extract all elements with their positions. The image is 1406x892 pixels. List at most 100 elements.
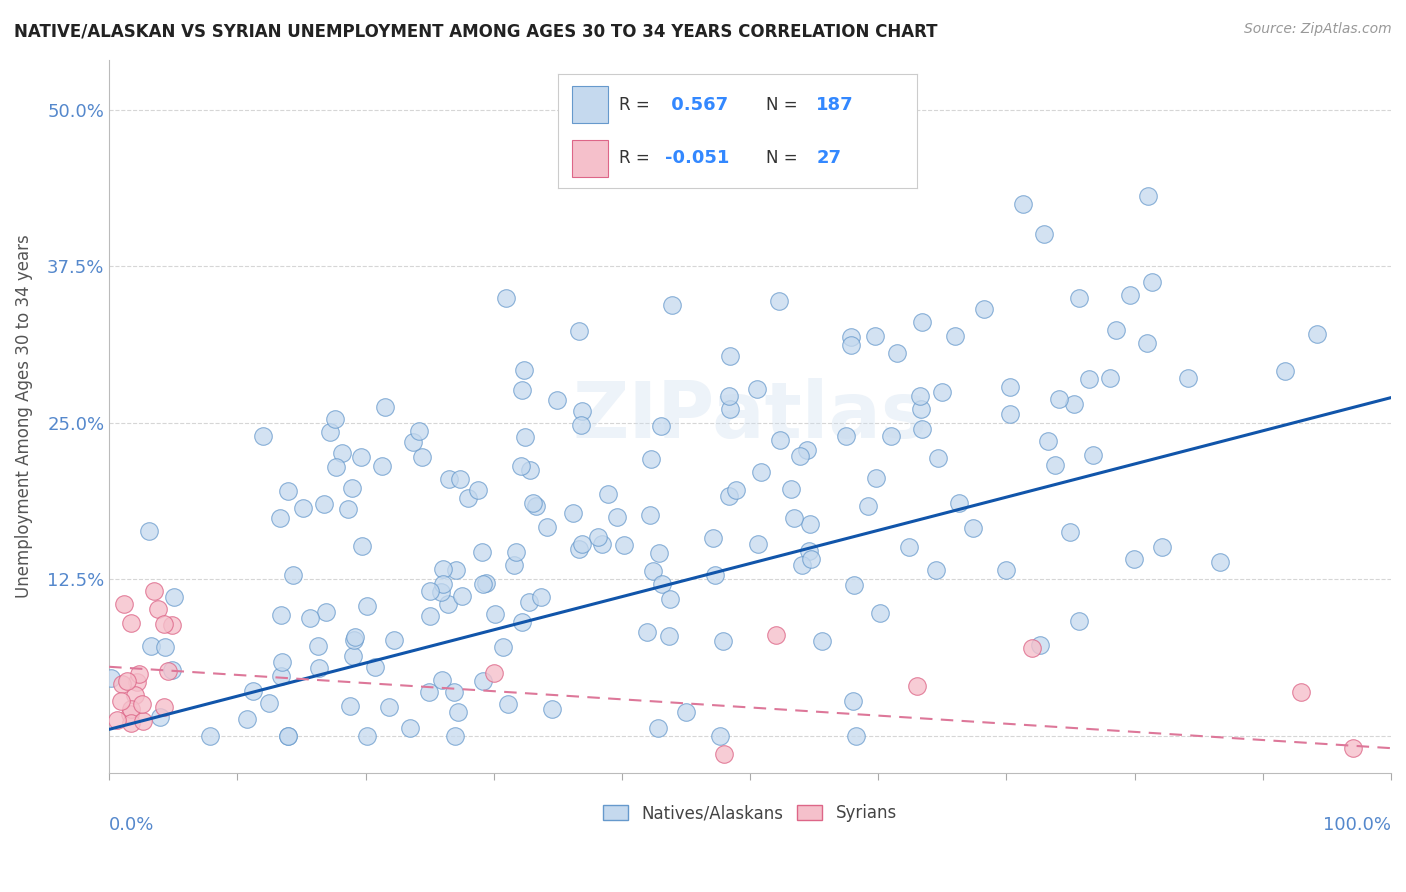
Point (495, 292, 517, 306)
Legend: Natives/Alaskans, Syrians: Natives/Alaskans, Syrians (596, 797, 903, 829)
Text: 0.0%: 0.0% (110, 816, 155, 834)
Point (1136, 335, 1159, 350)
Point (1081, 448, 1104, 462)
Point (325, 412, 347, 426)
Point (643, 565, 665, 579)
Point (647, 722, 669, 736)
Point (120, 706, 142, 721)
Point (153, 617, 176, 632)
Point (1045, 458, 1067, 473)
Point (277, 729, 299, 743)
Point (571, 404, 593, 418)
Point (382, 633, 405, 648)
Point (717, 388, 740, 402)
Point (160, 618, 183, 632)
Point (659, 592, 682, 607)
Point (408, 424, 430, 438)
Point (651, 576, 673, 591)
Point (330, 445, 353, 459)
Point (277, 729, 299, 743)
Point (356, 599, 378, 613)
Point (800, 552, 823, 566)
Point (927, 451, 949, 466)
Point (1306, 327, 1329, 342)
Point (1078, 372, 1101, 386)
Point (110, 693, 132, 707)
Point (886, 346, 908, 360)
Point (342, 648, 364, 663)
Point (1067, 291, 1090, 305)
Point (749, 466, 772, 480)
Point (718, 349, 741, 363)
Point (105, 713, 128, 727)
Point (337, 502, 360, 516)
Point (661, 298, 683, 312)
Point (911, 422, 934, 436)
Point (797, 544, 820, 558)
Point (709, 729, 731, 743)
Point (541, 702, 564, 716)
Point (1021, 640, 1043, 655)
Point (492, 640, 515, 654)
Point (769, 434, 792, 448)
Point (713, 747, 735, 762)
Point (638, 508, 661, 522)
Point (124, 688, 146, 702)
Point (1047, 392, 1070, 407)
Point (536, 520, 558, 534)
Point (111, 677, 134, 691)
Point (364, 660, 387, 674)
Point (768, 293, 790, 308)
Point (1067, 614, 1090, 628)
Point (318, 425, 340, 440)
Point (717, 489, 740, 503)
Point (734, 94, 756, 108)
Point (437, 597, 460, 611)
Point (512, 615, 534, 629)
Point (344, 630, 367, 644)
Point (606, 510, 628, 524)
Point (530, 591, 553, 605)
Point (675, 705, 697, 719)
Point (1208, 555, 1230, 569)
Point (842, 694, 865, 708)
Point (451, 590, 474, 604)
Point (613, 538, 636, 552)
Point (880, 428, 903, 442)
Point (418, 685, 440, 699)
Point (128, 667, 150, 681)
Point (242, 684, 264, 698)
Point (370, 459, 392, 474)
Point (312, 497, 335, 511)
Point (1038, 434, 1060, 448)
Point (299, 610, 322, 624)
Point (402, 434, 425, 449)
Point (869, 606, 891, 620)
Point (160, 663, 183, 677)
Point (747, 536, 769, 550)
Point (931, 384, 953, 399)
Point (471, 545, 494, 559)
Point (569, 418, 592, 433)
Point (498, 697, 520, 711)
Point (432, 576, 454, 591)
Point (1341, 741, 1364, 756)
Point (399, 722, 422, 736)
Point (100, 671, 122, 685)
Point (429, 585, 451, 599)
Point (131, 697, 153, 711)
Text: Source: ZipAtlas.com: Source: ZipAtlas.com (1244, 22, 1392, 37)
Point (1000, 379, 1022, 393)
Point (765, 628, 787, 642)
Point (277, 484, 299, 499)
Point (1136, 189, 1159, 203)
Point (924, 563, 946, 577)
Point (127, 675, 149, 690)
Point (437, 472, 460, 486)
Point (482, 666, 505, 681)
Point (471, 673, 494, 688)
Point (457, 491, 479, 506)
Point (568, 324, 591, 338)
Point (811, 634, 834, 648)
Point (718, 402, 741, 417)
